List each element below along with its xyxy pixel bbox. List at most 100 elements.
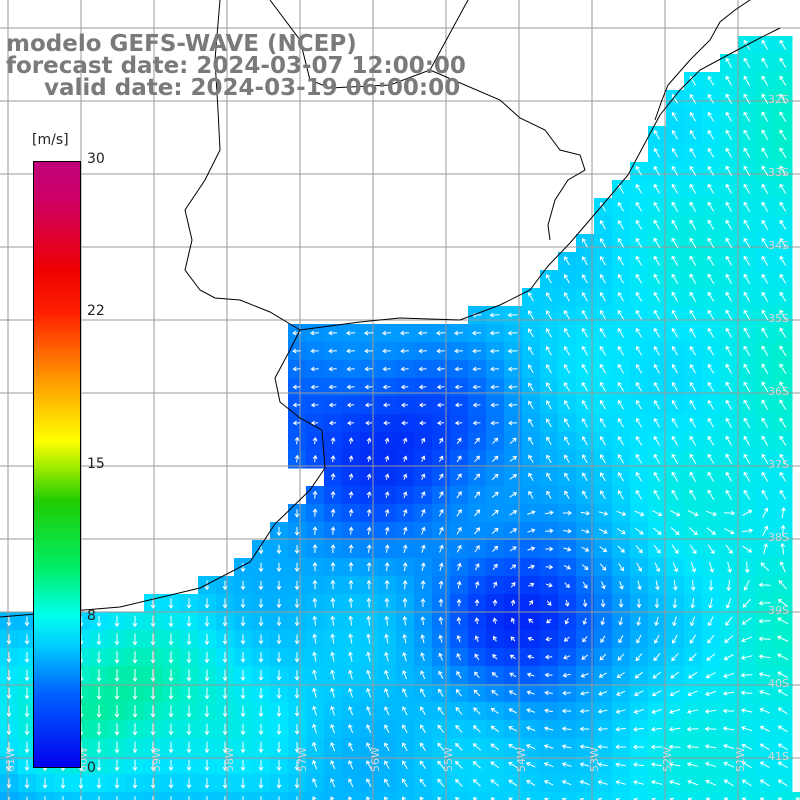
wind-arrow: [670, 510, 681, 517]
wind-arrow: [150, 687, 156, 700]
wind-speed-cell: [180, 792, 199, 800]
wind-speed-cell: [54, 792, 73, 800]
wind-arrow: [348, 742, 354, 752]
wind-arrow: [528, 472, 534, 481]
wind-arrow: [310, 348, 319, 354]
wind-arrow: [582, 454, 588, 464]
wind-arrow: [687, 779, 699, 786]
wind-arrow: [759, 743, 770, 751]
wind-arrow: [563, 274, 570, 284]
wind-arrow: [402, 688, 408, 698]
latitude-label: 41S: [768, 750, 789, 763]
wind-arrow: [653, 399, 660, 410]
wind-arrow: [454, 384, 463, 390]
wind-arrow: [44, 796, 46, 800]
wind-arrow: [492, 599, 498, 606]
wind-arrow: [24, 741, 30, 754]
wind-arrow: [635, 273, 643, 284]
wind-arrow: [471, 330, 482, 336]
wind-arrow: [490, 420, 499, 426]
wind-arrow: [635, 255, 643, 266]
wind-arrow: [543, 726, 554, 731]
wind-arrow: [543, 762, 554, 768]
wind-speed-cell: [576, 792, 595, 800]
wind-arrow: [346, 384, 355, 390]
wind-arrow: [561, 726, 572, 732]
wind-arrow: [671, 399, 678, 410]
wind-arrow: [384, 597, 390, 608]
wind-arrow: [618, 616, 624, 626]
wind-arrow: [240, 652, 246, 663]
wind-speed-cell: [126, 792, 145, 800]
wind-arrow: [508, 761, 518, 768]
wind-arrow: [671, 653, 679, 662]
wind-arrow: [6, 652, 12, 663]
wind-arrow: [384, 778, 390, 788]
wind-arrow: [563, 546, 572, 552]
wind-arrow: [330, 455, 336, 463]
wind-arrow: [437, 760, 445, 770]
wind-arrow: [312, 705, 317, 716]
wind-speed-cell: [342, 792, 361, 800]
longitude-label: 51W: [734, 747, 747, 772]
wind-arrow: [240, 687, 246, 700]
wind-arrow: [761, 147, 769, 159]
wind-arrow: [366, 562, 372, 572]
wind-arrow: [707, 309, 715, 320]
wind-arrow: [743, 183, 751, 194]
coastline-east-lagoon: [654, 0, 751, 121]
wind-arrow: [258, 778, 264, 789]
wind-arrow: [96, 705, 102, 718]
wind-arrow: [617, 653, 625, 661]
wind-arrow: [725, 219, 733, 230]
wind-arrow: [292, 402, 301, 408]
wind-arrow: [474, 527, 481, 535]
wind-arrow: [582, 490, 588, 500]
wind-arrow: [725, 309, 733, 320]
wind-arrow: [653, 219, 661, 230]
wind-arrow: [366, 669, 371, 680]
wind-arrow: [615, 780, 626, 785]
wind-arrow: [743, 489, 751, 500]
wind-arrow: [276, 670, 282, 681]
wind-arrow: [634, 671, 643, 679]
wind-arrow: [616, 528, 626, 535]
wind-arrow: [366, 633, 371, 644]
wind-arrow: [580, 690, 590, 696]
wind-arrow: [741, 779, 752, 787]
wind-arrow: [472, 384, 481, 390]
wind-arrow: [528, 364, 534, 374]
wind-arrow: [437, 420, 445, 426]
wind-arrow: [705, 672, 716, 679]
wind-arrow: [310, 366, 319, 372]
wind-arrow: [384, 706, 390, 716]
wind-arrow: [743, 363, 751, 374]
wind-arrow: [704, 726, 717, 732]
wind-speed-cell: [612, 792, 631, 800]
coastline-north: [0, 27, 781, 618]
forecast-date: forecast date: 2024-03-07 12:00:00: [6, 53, 466, 79]
wind-arrow: [653, 201, 661, 212]
wind-arrow: [417, 330, 428, 336]
wind-arrow: [312, 669, 317, 680]
wind-arrow: [546, 618, 552, 624]
wind-arrow: [740, 655, 753, 660]
wind-arrow: [743, 309, 751, 320]
wind-arrow: [617, 490, 624, 500]
wind-arrow: [689, 201, 697, 212]
wind-arrow: [743, 219, 751, 230]
wind-arrow: [366, 742, 372, 752]
wind-arrow: [438, 652, 443, 661]
wind-arrow: [563, 636, 570, 642]
wind-speed-cell: [0, 792, 19, 800]
wind-arrow: [725, 201, 733, 212]
wind-arrow: [581, 546, 590, 552]
wind-arrow: [707, 399, 715, 410]
wind-arrow: [633, 709, 644, 714]
wind-arrow: [132, 669, 138, 682]
wind-arrow: [490, 779, 500, 787]
wind-arrow: [420, 670, 426, 680]
wind-arrow: [653, 363, 660, 374]
wind-arrow: [438, 526, 444, 535]
wind-arrow: [671, 165, 679, 176]
